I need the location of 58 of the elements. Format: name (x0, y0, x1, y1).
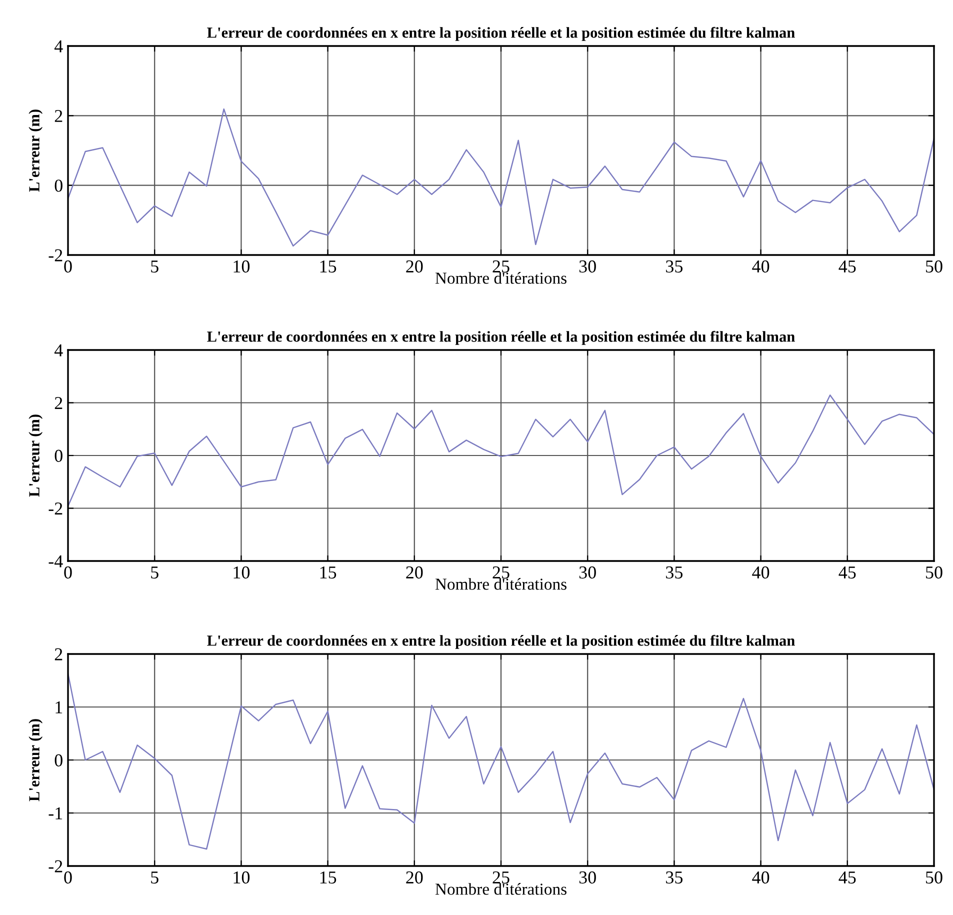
line-series (68, 108, 934, 247)
y-tick-label: -2 (48, 249, 62, 262)
y-tick-label: 2 (54, 648, 62, 660)
y-tick-label: -2 (48, 860, 62, 872)
y-axis-title: L'erreur (m) (28, 719, 43, 802)
x-tick-label: 15 (320, 871, 336, 884)
chart-title: L'erreur de coordonnées en x entre la position réelle et la position estimée du filtre kalman (207, 330, 795, 345)
x-tick-label: 35 (666, 871, 683, 884)
y-tick-label: -4 (48, 555, 63, 568)
x-tick-label: 25 (492, 871, 510, 884)
y-tick-label: 2 (54, 110, 62, 122)
x-tick-label: 30 (579, 260, 596, 273)
y-tick-label: 1 (56, 701, 62, 714)
x-axis-title: Nombre d'itérations (435, 272, 566, 284)
x-axis-title: Nombre d'itérations (435, 883, 566, 895)
x-tick-label: 50 (926, 260, 942, 273)
x-tick-label: 40 (752, 566, 770, 579)
x-tick-label: 10 (234, 566, 250, 579)
chart-title: L'erreur de coordonnées en x entre la position réelle et la position estimée du filtre kalman (207, 26, 795, 41)
x-tick-label: 0 (64, 566, 72, 579)
y-tick-label: -1 (48, 807, 62, 820)
y-tick-label: 0 (54, 754, 62, 766)
x-tick-label: 45 (838, 566, 856, 579)
x-tick-label: 5 (151, 872, 158, 884)
line-series (68, 394, 934, 507)
x-tick-label: 30 (579, 871, 596, 884)
x-tick-label: 15 (320, 260, 336, 273)
x-tick-label: 10 (234, 871, 250, 884)
x-tick-label: 35 (666, 260, 683, 273)
y-tick-label: 0 (54, 180, 62, 192)
x-tick-label: 40 (752, 260, 770, 273)
x-tick-label: 25 (492, 260, 510, 273)
y-axis-title: L'erreur (m) (28, 414, 43, 497)
x-tick-label: 45 (838, 260, 856, 273)
x-tick-label: 15 (320, 566, 336, 579)
x-tick-label: 5 (151, 566, 158, 579)
y-tick-label: 0 (54, 450, 62, 462)
x-tick-label: 25 (492, 566, 510, 579)
x-tick-label: 10 (234, 260, 250, 273)
x-tick-label: 40 (752, 871, 770, 884)
x-tick-label: 45 (838, 872, 856, 884)
x-tick-label: 0 (64, 260, 72, 273)
x-tick-label: 30 (579, 566, 596, 579)
x-axis-title: Nombre d'itérations (435, 578, 566, 590)
x-tick-label: 20 (406, 260, 423, 273)
x-tick-label: 50 (926, 566, 942, 579)
chart-title: L'erreur de coordonnées en x entre la position réelle et la position estimée du filtre kalman (207, 634, 795, 649)
y-tick-label: 4 (54, 344, 63, 356)
y-tick-label: 2 (54, 397, 62, 410)
x-tick-label: 20 (406, 871, 423, 884)
x-tick-label: 5 (151, 260, 158, 273)
y-tick-label: 4 (54, 40, 63, 52)
x-tick-label: 50 (926, 871, 942, 884)
x-tick-label: 0 (64, 871, 72, 884)
y-tick-label: -2 (48, 502, 62, 515)
x-tick-label: 20 (406, 566, 423, 579)
x-tick-label: 35 (666, 566, 683, 579)
y-axis-title: L'erreur (m) (28, 110, 43, 192)
